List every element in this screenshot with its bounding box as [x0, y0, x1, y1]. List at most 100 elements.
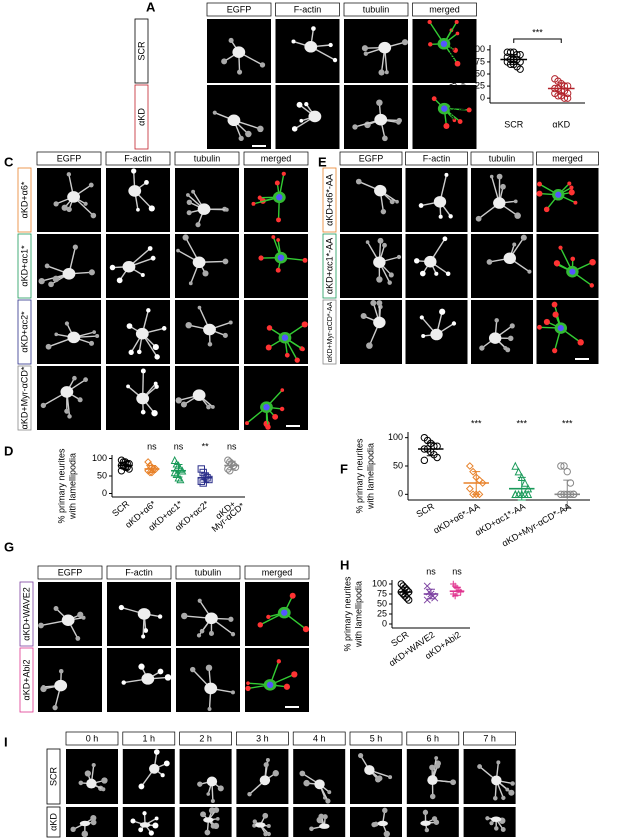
y-tick-label: 25 — [475, 80, 485, 90]
growth-cone — [176, 248, 180, 253]
nucleus — [277, 254, 285, 261]
cell-body — [192, 256, 206, 269]
column-header-box — [463, 731, 516, 746]
row-label-box — [19, 647, 34, 713]
column-header-box — [405, 151, 468, 166]
y-tick-label: 100 — [388, 432, 403, 442]
growth-cone — [419, 315, 424, 320]
growth-cone — [197, 781, 203, 787]
growth-cone — [291, 671, 298, 678]
growth-cone — [213, 807, 220, 813]
growth-cone — [431, 96, 437, 102]
data-point — [403, 594, 411, 602]
data-point — [514, 467, 523, 476]
growth-cone — [83, 377, 88, 383]
column-header-box — [275, 2, 340, 17]
cell-body — [149, 763, 160, 774]
column-header-box — [206, 2, 272, 17]
growth-cone — [302, 257, 308, 263]
growth-cone — [376, 276, 383, 283]
growth-cone — [186, 199, 193, 205]
growth-cone — [438, 214, 443, 219]
row-label: αKD+Myr-αCD* — [19, 366, 29, 429]
growth-cone — [352, 124, 358, 130]
cell-body — [373, 316, 386, 329]
row-label: αKD — [48, 813, 58, 831]
growth-cone — [301, 321, 308, 328]
growth-cone — [210, 798, 215, 804]
growth-cone — [414, 258, 420, 264]
growth-cone — [271, 235, 276, 239]
cell-body — [61, 614, 75, 626]
growth-cone — [217, 785, 224, 792]
growth-cone — [262, 812, 269, 819]
growth-cone — [95, 333, 100, 339]
growth-cone — [431, 816, 438, 822]
growth-cone — [188, 281, 193, 286]
growth-cone — [311, 26, 316, 31]
row-label-box — [17, 365, 32, 431]
panel-label: F — [340, 461, 348, 476]
column-header-box — [412, 2, 477, 17]
micrograph — [412, 19, 477, 83]
growth-cone — [444, 172, 449, 177]
cell-body — [67, 191, 80, 203]
column-header: 4 h — [313, 733, 326, 743]
x-tick-label: SCR — [504, 119, 524, 129]
growth-cone — [302, 626, 310, 633]
growth-cone — [52, 275, 60, 283]
panel-label: I — [4, 734, 8, 749]
growth-cone — [300, 346, 305, 352]
growth-cone — [266, 831, 271, 837]
data-point — [231, 463, 240, 471]
data-point — [478, 479, 487, 487]
column-header-box — [470, 151, 534, 166]
growth-cone — [466, 107, 472, 113]
row-label: αKD+αc1*-AA — [324, 238, 334, 294]
column-header-box — [339, 151, 403, 166]
cell-body — [86, 778, 97, 789]
micrograph — [245, 648, 309, 712]
y-tick-label: 75 — [475, 56, 485, 66]
growth-cone — [527, 269, 532, 274]
nucleus — [555, 191, 562, 198]
growth-cone — [143, 628, 149, 633]
row-label-box — [322, 167, 337, 233]
growth-cone — [376, 99, 383, 106]
micrograph — [340, 234, 402, 298]
growth-cone — [573, 200, 578, 205]
growth-cone — [577, 339, 584, 346]
growth-cone — [161, 326, 167, 331]
error-bar — [227, 460, 236, 471]
growth-cone — [567, 181, 572, 186]
growth-cone — [137, 349, 142, 355]
column-header-box — [292, 731, 346, 746]
growth-cone — [148, 205, 155, 212]
growth-cone — [148, 830, 154, 836]
growth-cone — [84, 770, 91, 777]
panel-label: D — [4, 443, 13, 458]
growth-cone — [207, 707, 212, 711]
growth-cone — [289, 592, 296, 599]
cell-body — [139, 822, 151, 828]
panel-label: G — [4, 539, 14, 554]
growth-cone — [153, 749, 160, 755]
growth-cone — [380, 208, 387, 215]
growth-cone — [479, 345, 485, 351]
growth-cone — [91, 762, 96, 768]
growth-cone — [72, 244, 78, 250]
growth-cone — [207, 341, 213, 347]
micrograph — [471, 234, 533, 298]
growth-cone — [510, 781, 515, 786]
growth-cone — [429, 793, 436, 800]
nucleus — [441, 105, 448, 112]
data-point — [226, 467, 234, 475]
column-header-box — [349, 731, 403, 746]
growth-cone — [186, 210, 192, 216]
error-bar — [427, 588, 435, 600]
data-point — [176, 475, 185, 484]
growth-cone — [382, 807, 388, 814]
micrograph — [463, 749, 516, 804]
micrograph — [38, 648, 102, 712]
growth-cone — [180, 401, 187, 408]
